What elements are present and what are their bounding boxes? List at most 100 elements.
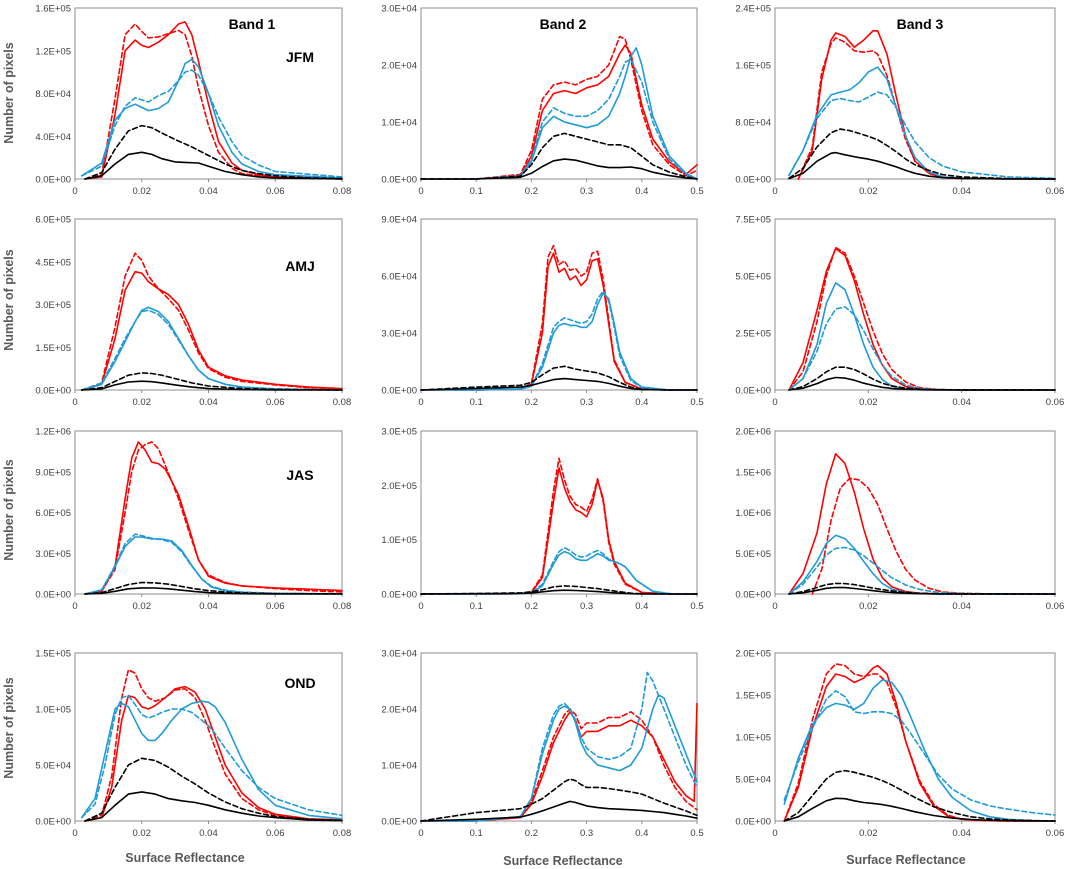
y-tick-label: 1.5E+05 [735, 691, 771, 702]
series-line-1 [420, 467, 698, 595]
series-line-6 [420, 377, 698, 391]
x-tick-label: 0.1 [470, 186, 483, 197]
y-tick-label: 3.0E+05 [35, 549, 71, 560]
band-title: Band 1 [229, 16, 276, 32]
y-tick-label: 0.0E+00 [35, 175, 71, 186]
series-line-1 [420, 44, 698, 180]
x-tick-label: 0.5 [690, 601, 703, 612]
y-axis-label-row-4: Number of pixels [2, 677, 16, 778]
series-line-2 [80, 252, 343, 391]
panel-r3-c3: 0.0E+00 5.0E+05 1.0E+06 1.5E+06 2.0E+06 0 0.02… [735, 427, 1064, 613]
series-line-6 [788, 376, 1056, 391]
series-line-4 [788, 546, 1056, 595]
x-tick-label: 0.06 [1046, 601, 1065, 612]
y-tick-label: 0.0E+00 [381, 386, 417, 397]
x-tick-label: 0.5 [690, 828, 703, 839]
x-tick-label: 0 [72, 828, 77, 839]
x-tick-label: 0 [772, 601, 777, 612]
series-line-6 [84, 151, 343, 180]
y-tick-label: 0.0E+00 [381, 175, 417, 186]
plot-frame [774, 430, 1056, 595]
series-line-5 [84, 124, 343, 180]
y-tick-label: 1.0E+04 [381, 118, 417, 129]
series-line-6 [80, 380, 343, 391]
y-tick-label: 3.0E+04 [381, 4, 417, 15]
series-line-2 [420, 244, 698, 391]
panel-r3-c1: 0.0E+00 3.0E+05 6.0E+05 9.0E+05 1.2E+06 0 0.02… [35, 427, 351, 613]
x-axis-label-col-2: Surface Reflectance [503, 854, 623, 868]
series-line-5 [84, 581, 343, 595]
y-tick-label: 1.5E+05 [35, 649, 71, 660]
series-line-1 [783, 664, 1056, 822]
x-tick-label: 0.02 [133, 601, 152, 612]
x-tick-label: 0.04 [952, 397, 971, 408]
series-line-4 [788, 91, 1056, 180]
panel-r2-c2: 0.0E+00 3.0E+04 6.0E+04 9.0E+04 0 0.1 0.2 0.3 0.… [381, 215, 703, 409]
y-tick-label: 3.0E+05 [381, 427, 417, 438]
x-tick-label: 0.06 [266, 186, 285, 197]
series-line-4 [420, 290, 698, 391]
x-tick-label: 0.02 [133, 186, 152, 197]
x-tick-label: 0.02 [133, 828, 152, 839]
y-tick-label: 5.0E+04 [735, 775, 771, 786]
x-tick-label: 0 [72, 601, 77, 612]
y-tick-label: 1.0E+04 [381, 761, 417, 772]
y-tick-label: 4.5E+05 [35, 257, 71, 268]
x-tick-label: 0.04 [199, 397, 218, 408]
series-line-6 [84, 791, 343, 822]
series-line-5 [788, 128, 1056, 180]
x-tick-label: 0.3 [580, 601, 593, 612]
series-line-5 [84, 757, 343, 822]
y-tick-label: 9.0E+05 [35, 467, 71, 478]
series-line-6 [788, 586, 1056, 595]
y-tick-label: 1.5E+05 [35, 343, 71, 354]
band-title: Band 2 [540, 16, 587, 32]
plot-frame [420, 218, 698, 391]
y-tick-label: 0.0E+00 [381, 817, 417, 828]
series-line-3 [783, 679, 1056, 822]
series-line-2 [420, 457, 698, 595]
x-tick-label: 0.3 [580, 397, 593, 408]
series-line-2 [420, 35, 698, 180]
x-tick-label: 0.2 [525, 828, 538, 839]
series-line-3 [788, 282, 1056, 391]
x-tick-label: 0 [72, 397, 77, 408]
series-line-4 [788, 306, 1056, 391]
x-tick-label: 0.3 [580, 828, 593, 839]
y-tick-label: 0.0E+00 [35, 817, 71, 828]
series-line-3 [788, 66, 1056, 180]
series-line-1 [420, 702, 698, 822]
plot-frame [420, 7, 698, 180]
panel-grid: 0.0E+00 4.0E+04 8.0E+04 1.2E+05 1.6E+05 0 0.02… [35, 4, 1064, 840]
series-line-1 [84, 685, 343, 822]
y-tick-label: 8.0E+04 [735, 118, 771, 129]
series-line-6 [84, 587, 343, 595]
panel-r1-c1: 0.0E+00 4.0E+04 8.0E+04 1.2E+05 1.6E+05 0 0.02… [35, 4, 351, 198]
series-line-5 [420, 778, 698, 822]
series-line-1 [797, 30, 1056, 180]
x-tick-label: 0 [418, 601, 423, 612]
series-line-3 [420, 292, 698, 391]
x-tick-label: 0.02 [859, 186, 878, 197]
y-tick-label: 2.0E+04 [381, 705, 417, 716]
x-tick-label: 0.5 [690, 397, 703, 408]
y-tick-label: 1.2E+05 [35, 46, 71, 57]
figure-labels: Number of pixels Number of pixels Number… [2, 42, 966, 868]
series-line-2 [84, 441, 343, 595]
y-axis-label-row-2: Number of pixels [2, 249, 16, 350]
y-tick-label: 0.0E+00 [735, 590, 771, 601]
y-tick-label: 0.0E+00 [735, 175, 771, 186]
x-tick-label: 0 [418, 397, 423, 408]
series-line-4 [80, 69, 343, 178]
y-axis-label-row-1: Number of pixels [2, 42, 16, 143]
y-tick-label: 8.0E+04 [35, 89, 71, 100]
series-line-6 [420, 800, 698, 822]
y-tick-label: 3.0E+05 [35, 300, 71, 311]
series-line-6 [788, 151, 1056, 180]
y-tick-label: 0.0E+00 [381, 590, 417, 601]
series-line-6 [420, 589, 698, 595]
y-tick-label: 1.6E+05 [735, 61, 771, 72]
x-tick-label: 0.2 [525, 601, 538, 612]
x-tick-label: 0.06 [266, 397, 285, 408]
series-line-2 [84, 669, 343, 822]
